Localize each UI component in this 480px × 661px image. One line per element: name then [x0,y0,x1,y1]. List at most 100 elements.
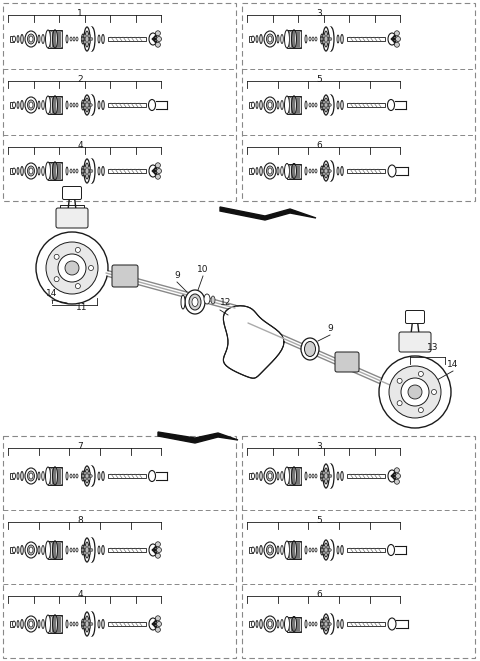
Circle shape [88,40,91,44]
Ellipse shape [29,102,33,108]
Ellipse shape [148,100,156,110]
Ellipse shape [148,471,156,481]
Ellipse shape [301,338,319,360]
Ellipse shape [321,545,324,555]
Ellipse shape [309,103,311,107]
Text: 4: 4 [77,590,83,599]
Ellipse shape [312,474,314,478]
Ellipse shape [328,95,334,115]
Bar [55,97,57,113]
Circle shape [326,625,329,628]
Circle shape [87,472,90,475]
Ellipse shape [89,538,95,562]
Ellipse shape [341,34,343,44]
Ellipse shape [21,471,23,481]
Ellipse shape [341,471,343,481]
Ellipse shape [98,35,100,43]
Ellipse shape [324,98,328,112]
Ellipse shape [76,169,78,173]
Bar [249,102,253,108]
Ellipse shape [268,168,272,174]
Ellipse shape [321,621,323,627]
Ellipse shape [252,621,254,627]
Ellipse shape [277,472,279,480]
Ellipse shape [17,621,19,627]
Text: 10: 10 [197,265,209,274]
Bar [60,616,61,632]
Circle shape [322,34,325,38]
Circle shape [320,38,323,40]
Ellipse shape [38,620,40,628]
Bar [58,616,59,632]
Bar [294,31,296,47]
Circle shape [75,284,80,289]
Ellipse shape [388,470,396,482]
Circle shape [329,475,332,477]
Ellipse shape [12,168,15,174]
Bar [52,31,54,47]
Text: 2: 2 [77,75,83,84]
Circle shape [54,254,59,259]
Circle shape [321,623,324,625]
Ellipse shape [42,34,44,44]
Ellipse shape [17,36,19,42]
Ellipse shape [46,162,50,180]
Ellipse shape [341,100,343,110]
Ellipse shape [387,100,395,110]
Ellipse shape [21,545,23,555]
Circle shape [419,371,423,376]
Bar [347,103,385,107]
Circle shape [432,389,436,395]
Circle shape [156,616,160,621]
Circle shape [88,619,91,623]
Ellipse shape [85,469,89,483]
Ellipse shape [52,467,58,485]
Circle shape [327,34,330,38]
Ellipse shape [264,468,276,484]
Circle shape [322,478,325,481]
Ellipse shape [321,547,323,553]
Bar [60,205,84,225]
Ellipse shape [89,159,95,183]
Ellipse shape [204,294,210,304]
Ellipse shape [73,169,75,173]
Ellipse shape [82,100,84,110]
Circle shape [327,478,330,481]
Circle shape [81,38,84,40]
Circle shape [408,385,422,399]
Ellipse shape [46,467,50,485]
Circle shape [36,232,108,304]
Bar [10,473,14,479]
Ellipse shape [285,96,289,114]
Bar [55,616,57,632]
Ellipse shape [268,36,272,42]
Ellipse shape [281,34,283,44]
Ellipse shape [256,36,258,42]
Bar [294,617,296,631]
Bar [299,31,300,47]
Bar [10,102,14,108]
Ellipse shape [17,473,19,479]
Ellipse shape [84,95,90,115]
Ellipse shape [85,31,89,47]
Circle shape [84,167,86,169]
Bar [289,468,290,484]
Bar [60,468,61,484]
Ellipse shape [82,621,84,627]
Bar [287,163,301,178]
Ellipse shape [149,165,157,177]
Circle shape [323,546,325,549]
Ellipse shape [305,101,307,109]
Circle shape [323,106,325,109]
Ellipse shape [52,30,58,48]
Circle shape [156,42,160,47]
Circle shape [81,623,84,625]
Bar [291,165,293,178]
Ellipse shape [321,471,324,481]
Bar [291,542,293,558]
Ellipse shape [328,614,334,634]
Bar [294,97,296,113]
Circle shape [419,408,423,412]
Circle shape [58,254,86,282]
Ellipse shape [260,471,262,481]
